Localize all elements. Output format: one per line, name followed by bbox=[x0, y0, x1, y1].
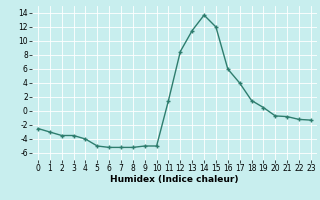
X-axis label: Humidex (Indice chaleur): Humidex (Indice chaleur) bbox=[110, 175, 239, 184]
